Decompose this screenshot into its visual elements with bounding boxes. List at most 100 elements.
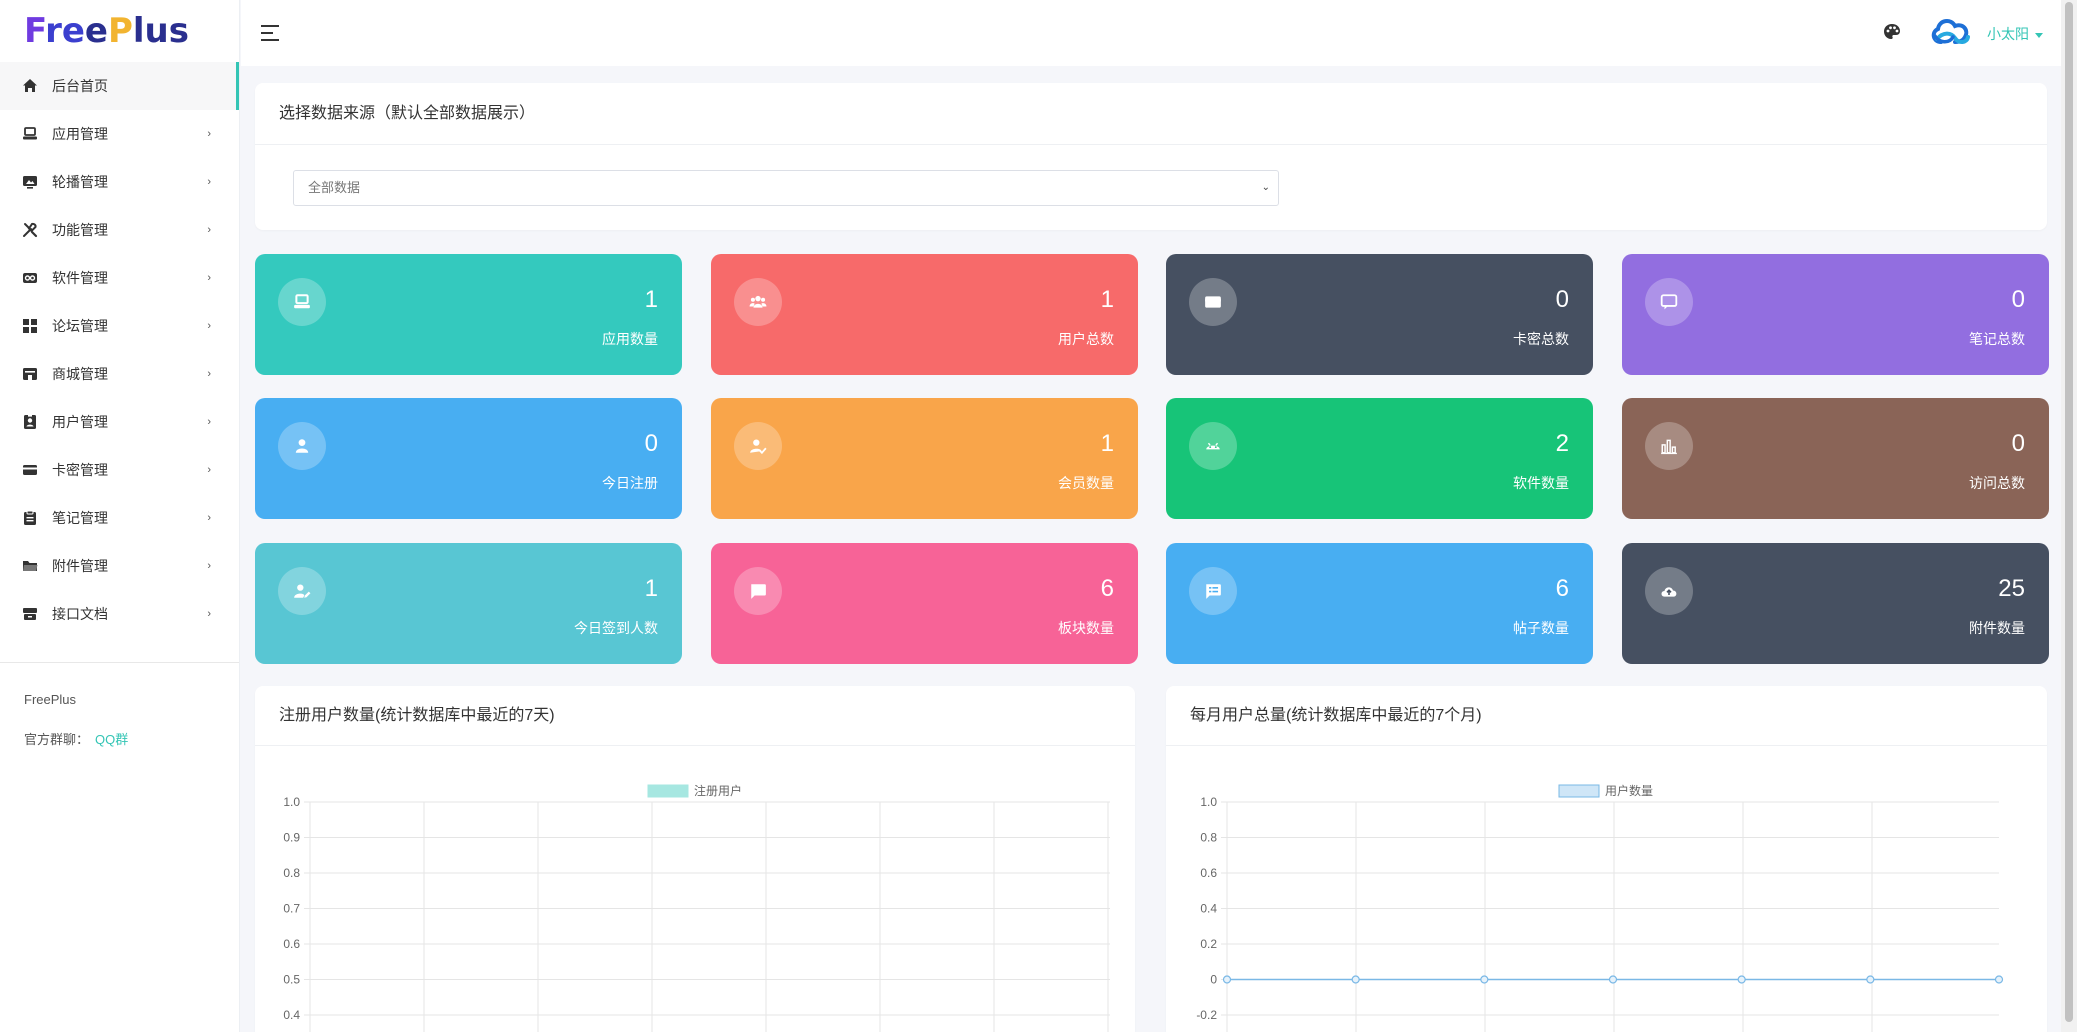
stat-tile[interactable]: 1 会员数量	[711, 398, 1138, 519]
stat-tile[interactable]: 0 今日注册	[255, 398, 682, 519]
stat-label: 用户总数	[1058, 331, 1114, 347]
register-chart-title: 注册用户数量(统计数据库中最近的7天)	[255, 686, 1135, 746]
y-tick-label: 0.6	[1200, 866, 1217, 880]
data-point	[1222, 975, 1232, 984]
data-source-card: 选择数据来源（默认全部数据展示） 全部数据 ⌄	[255, 83, 2047, 230]
stat-tile[interactable]: 6 板块数量	[711, 543, 1138, 664]
chevron-down-icon: ⌄	[1261, 182, 1270, 193]
register-chart-card: 注册用户数量(统计数据库中最近的7天) 注册用户 1.0 0.9 0.8 0.7 0.6 0…	[255, 686, 1135, 1032]
qq-group-link[interactable]: QQ群	[95, 732, 129, 747]
sidebar-item-label: 软件管理	[52, 270, 108, 286]
stat-tile[interactable]: 0 笔记总数	[1622, 254, 2049, 375]
chevron-right-icon: ›	[207, 512, 211, 524]
stat-tile[interactable]: 1 用户总数	[711, 254, 1138, 375]
chevron-right-icon: ›	[207, 128, 211, 140]
sidebar-item[interactable]: 附件管理 ›	[0, 542, 239, 590]
y-tick-label: 0.9	[283, 831, 300, 845]
clipboard-icon	[22, 510, 38, 526]
chevron-right-icon: ›	[207, 416, 211, 428]
sidebar-item[interactable]: 软件管理 ›	[0, 254, 239, 302]
legend-label: 注册用户	[694, 783, 742, 798]
stat-tile[interactable]: 1 今日签到人数	[255, 543, 682, 664]
sidebar-item-label: 接口文档	[52, 606, 108, 622]
grid-icon	[22, 318, 38, 334]
scrollbar[interactable]	[2061, 0, 2077, 1032]
stat-value: 0	[2011, 286, 2025, 313]
stat-tile[interactable]: 0 卡密总数	[1166, 254, 1593, 375]
sidebar: FreePlus 后台首页 应用管理 › 轮播管理 › 功能管理 › 软件管理 › 论坛管理 › 商城…	[0, 0, 240, 1032]
stat-label: 应用数量	[602, 331, 658, 347]
select-value: 全部数据	[308, 180, 361, 195]
android-icon	[1189, 422, 1237, 470]
sidebar-item[interactable]: 后台首页	[0, 62, 239, 110]
monthly-chart-title: 每月用户总量(统计数据库中最近的7个月)	[1166, 686, 2047, 746]
stat-tile[interactable]: 0 访问总数	[1622, 398, 2049, 519]
monthly-chart: 用户数量 1.0 0.8 0.6 0.4 0.2 0 -0.2	[1196, 783, 2004, 1032]
y-tick-label: 0.6	[283, 937, 300, 951]
stat-value: 2	[1555, 430, 1569, 457]
stat-value: 25	[1998, 575, 2025, 602]
menu-toggle-icon[interactable]	[261, 25, 279, 41]
slideshow-icon	[22, 174, 38, 190]
stat-tile[interactable]: 2 软件数量	[1166, 398, 1593, 519]
sidebar-item-label: 轮播管理	[52, 174, 108, 190]
archive-icon	[22, 606, 38, 622]
y-tick-label: 0	[1210, 973, 1217, 987]
store-icon	[22, 366, 38, 382]
palette-icon[interactable]	[1882, 22, 1902, 42]
y-tick-label: 0.2	[1200, 937, 1217, 951]
stat-value: 0	[1555, 286, 1569, 313]
stat-tile[interactable]: 1 应用数量	[255, 254, 682, 375]
chevron-right-icon: ›	[207, 176, 211, 188]
stat-value: 1	[1100, 430, 1114, 457]
sidebar-item-label: 用户管理	[52, 414, 108, 430]
chevron-right-icon: ›	[207, 464, 211, 476]
sidebar-item[interactable]: 商城管理 ›	[0, 350, 239, 398]
user-menu[interactable]: 小太阳	[1987, 24, 2043, 44]
monthly-chart-card: 每月用户总量(统计数据库中最近的7个月) 用户数量 1.0 0.8 0.6 0.4 0.2…	[1166, 686, 2047, 1032]
y-tick-label: 0.4	[1200, 902, 1217, 916]
stat-label: 板块数量	[1058, 620, 1114, 636]
home-icon	[22, 78, 38, 94]
legend-label: 用户数量	[1605, 783, 1653, 798]
sidebar-item-label: 论坛管理	[52, 318, 108, 334]
infinity-icon	[22, 270, 38, 286]
sidebar-item[interactable]: 卡密管理 ›	[0, 446, 239, 494]
footer-group-label: 官方群聊：	[24, 732, 90, 747]
stat-label: 附件数量	[1969, 620, 2025, 636]
data-source-select[interactable]: 全部数据 ⌄	[293, 170, 1279, 206]
sidebar-item[interactable]: 接口文档 ›	[0, 590, 239, 638]
sidebar-item[interactable]: 笔记管理 ›	[0, 494, 239, 542]
stat-label: 软件数量	[1513, 475, 1569, 491]
laptop-icon	[278, 278, 326, 326]
sidebar-item[interactable]: 轮播管理 ›	[0, 158, 239, 206]
sidebar-item[interactable]: 用户管理 ›	[0, 398, 239, 446]
comment-icon	[1645, 278, 1693, 326]
user-check-icon	[734, 422, 782, 470]
y-tick-label: 0.5	[283, 973, 300, 987]
y-tick-label: 0.8	[283, 866, 300, 880]
sidebar-item[interactable]: 功能管理 ›	[0, 206, 239, 254]
sidebar-nav: 后台首页 应用管理 › 轮播管理 › 功能管理 › 软件管理 › 论坛管理 › 商城管理 › 用户管理 › 卡…	[0, 62, 239, 638]
data-point	[1737, 975, 1746, 984]
sidebar-item-label: 后台首页	[52, 78, 108, 94]
legend-swatch	[647, 784, 689, 798]
data-point	[1608, 975, 1618, 984]
register-chart: 注册用户 1.0 0.9 0.8 0.7 0.6 0.5 0.4	[283, 783, 1110, 1032]
y-tick-label: 1.0	[283, 795, 300, 809]
sidebar-item[interactable]: 论坛管理 ›	[0, 302, 239, 350]
stat-value: 1	[644, 286, 658, 313]
stat-tile[interactable]: 6 帖子数量	[1166, 543, 1593, 664]
stat-value: 1	[644, 575, 658, 602]
sidebar-item[interactable]: 应用管理 ›	[0, 110, 239, 158]
y-tick-label: 0.4	[283, 1008, 300, 1022]
sidebar-item-label: 笔记管理	[52, 510, 108, 526]
stat-tile[interactable]: 25 附件数量	[1622, 543, 2049, 664]
logo[interactable]: FreePlus	[0, 0, 239, 62]
tools-icon	[22, 222, 38, 238]
data-point	[1866, 975, 1875, 984]
avatar[interactable]	[1927, 12, 1973, 52]
stat-value: 6	[1100, 575, 1114, 602]
scrollbar-thumb[interactable]	[2065, 2, 2073, 1022]
stat-label: 今日注册	[602, 475, 658, 491]
